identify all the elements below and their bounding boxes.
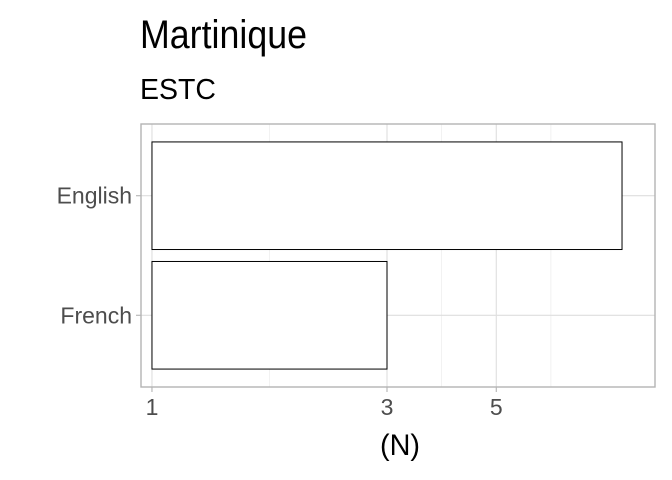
x-tick-label: 1 <box>146 394 159 420</box>
x-axis: 1 3 5 <box>146 387 503 420</box>
x-axis-title: (N) <box>380 429 420 462</box>
x-tick-label: 3 <box>381 394 394 420</box>
x-tick-label: 5 <box>490 394 503 420</box>
panel-border <box>140 123 656 388</box>
bar-french <box>151 260 388 370</box>
y-tick-label: French <box>60 302 132 328</box>
chart-subtitle: ESTC <box>140 74 216 106</box>
chart-title: Martinique <box>140 13 307 57</box>
bars <box>151 141 623 370</box>
y-axis: English French <box>57 183 141 328</box>
y-tick-label: English <box>57 183 132 209</box>
bar-english <box>151 141 623 251</box>
